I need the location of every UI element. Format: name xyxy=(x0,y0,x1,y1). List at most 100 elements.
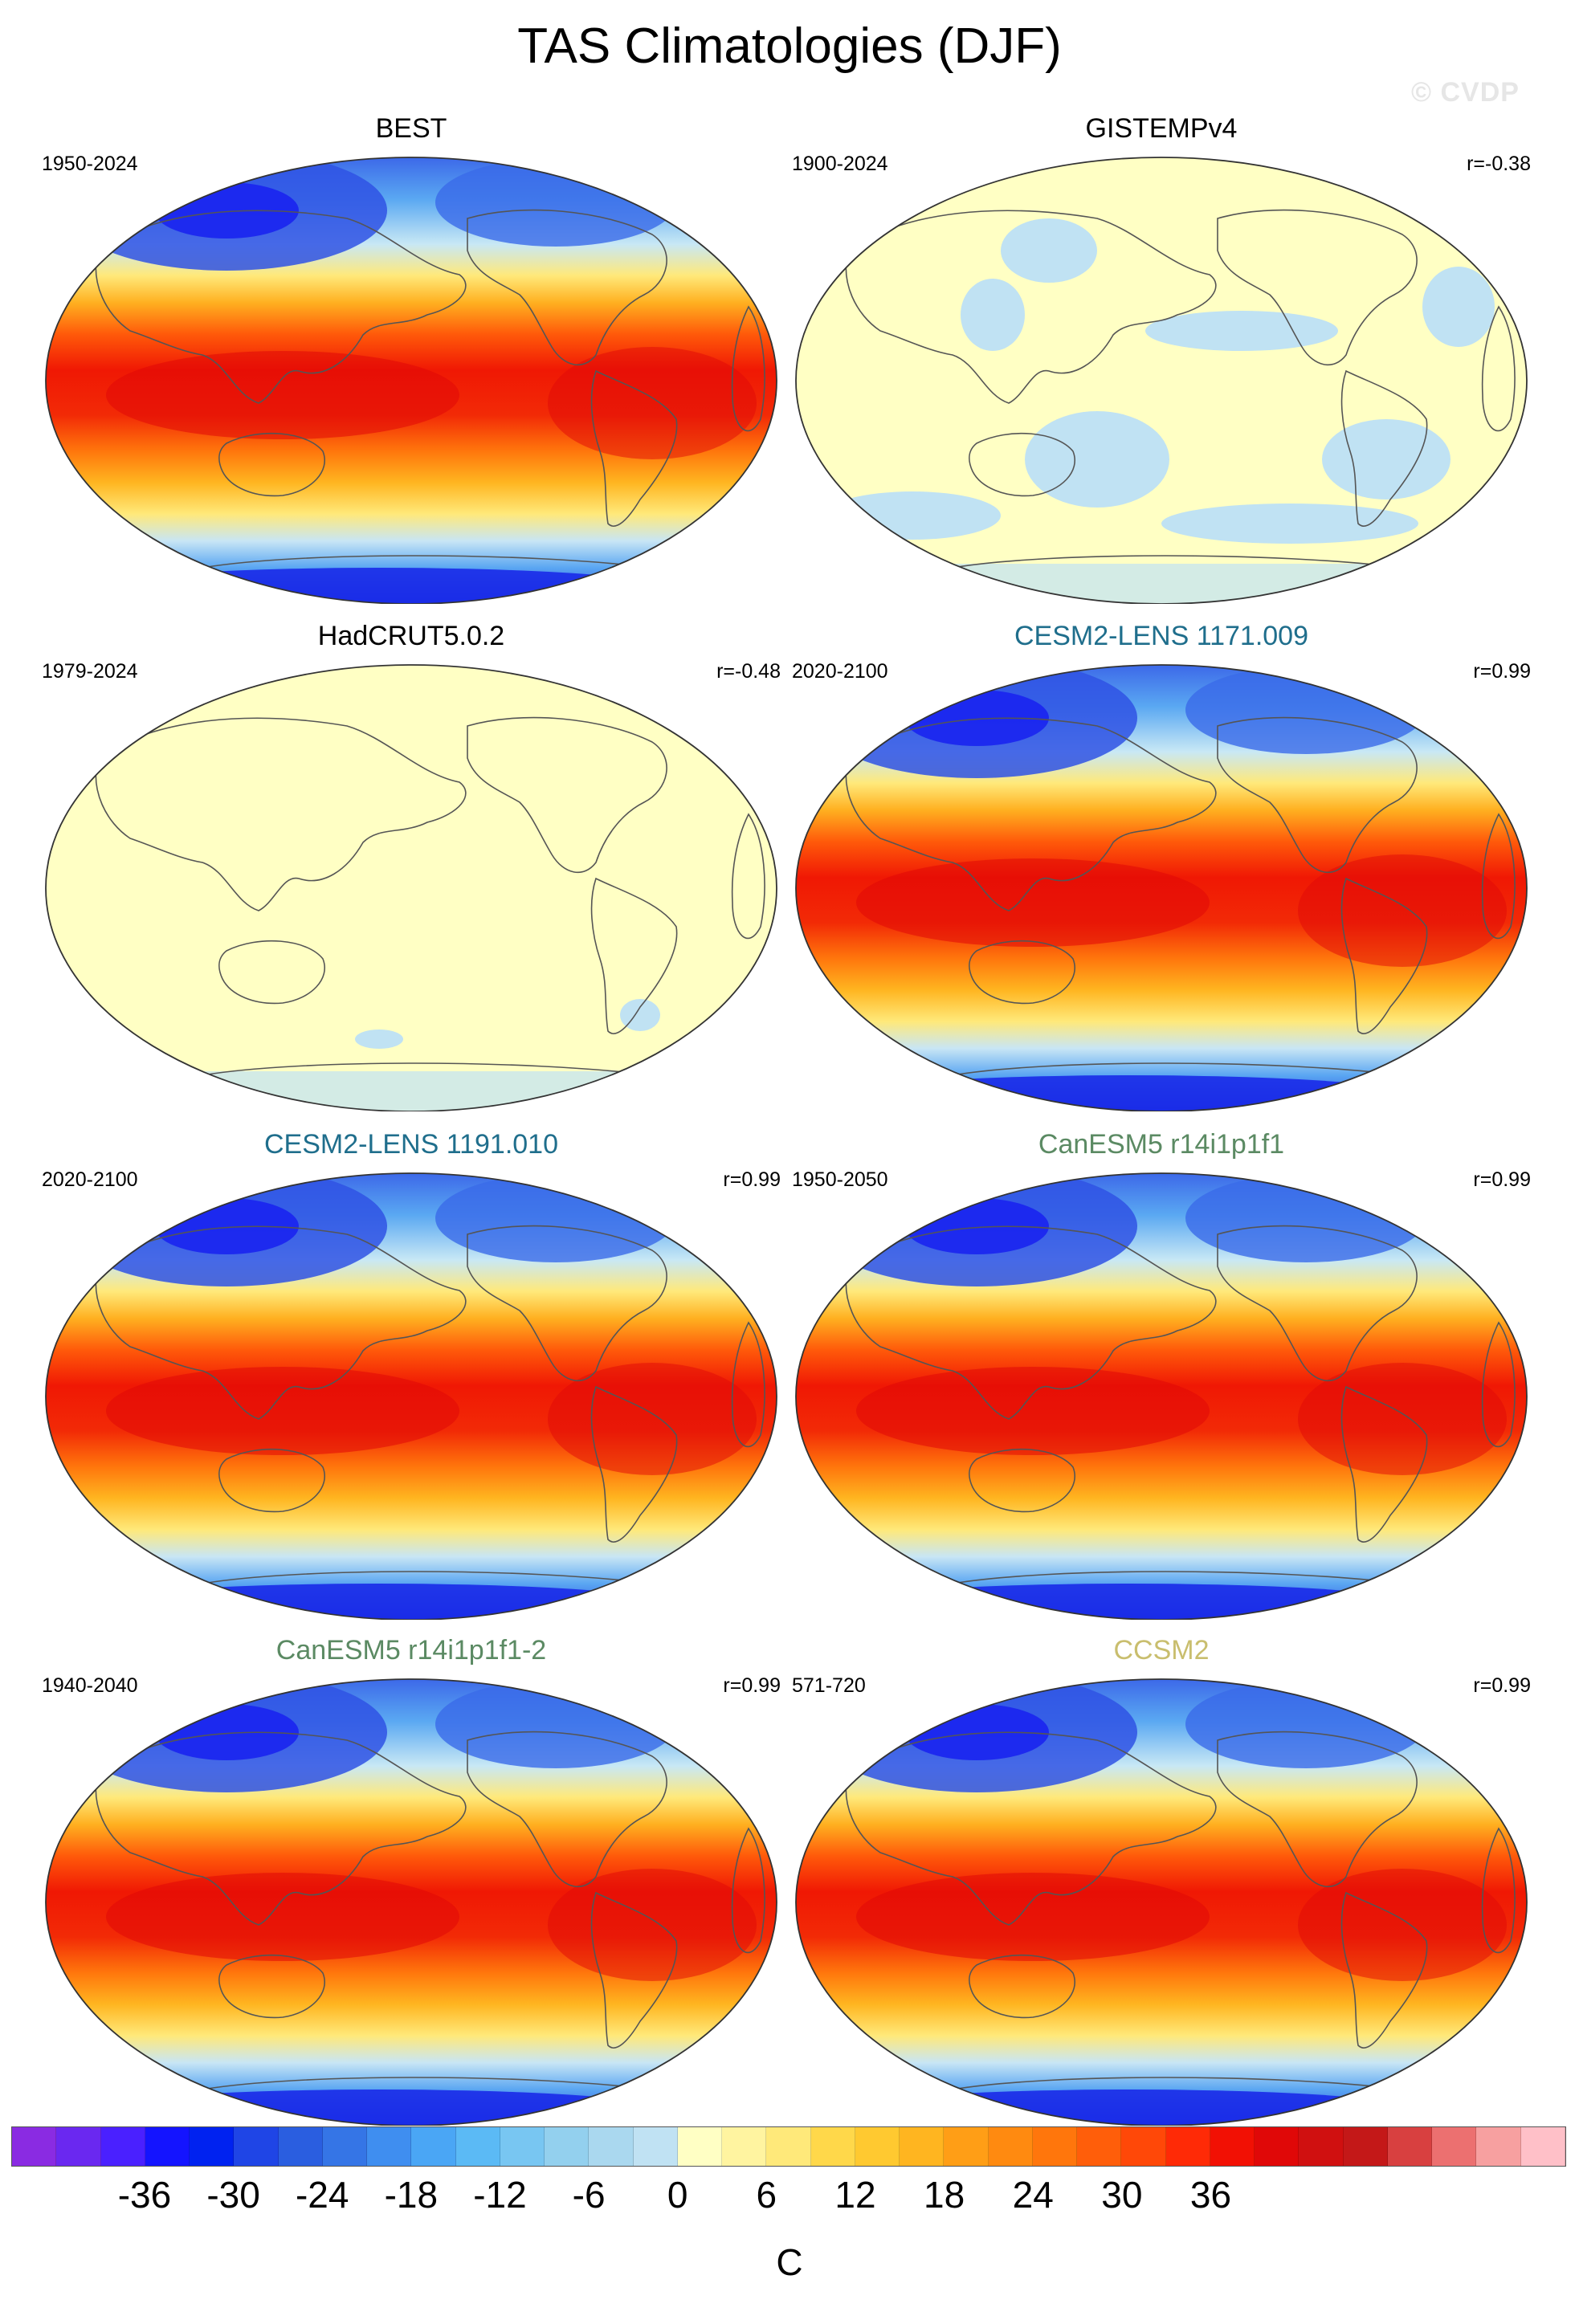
colorbar-tick-label: 12 xyxy=(834,2174,876,2216)
panel-correlation: r=0.99 xyxy=(723,1168,781,1191)
panel-correlation: r=-0.38 xyxy=(1467,153,1531,175)
colorbar-segment xyxy=(855,2127,900,2166)
colorbar-segment xyxy=(56,2127,101,2166)
colorbar-segment xyxy=(411,2127,456,2166)
panel-map xyxy=(42,1676,781,2126)
colorbar-segment xyxy=(1165,2127,1210,2166)
colorbar-tick-label: -12 xyxy=(473,2174,527,2216)
colorbar-segment xyxy=(766,2127,811,2166)
panel-map xyxy=(792,154,1531,605)
panel-period: 571-720 xyxy=(792,1674,866,1697)
map-ellipse-5 xyxy=(795,1172,1528,1621)
panel-period: 1900-2024 xyxy=(792,153,888,175)
panel-title: CCSM2 xyxy=(1113,1635,1210,1666)
colorbar-segment xyxy=(1210,2127,1255,2166)
panel-map xyxy=(792,662,1531,1112)
colorbar-segment xyxy=(190,2127,235,2166)
panel-title: CESM2-LENS 1171.009 xyxy=(1014,621,1308,651)
panel-correlation: r=0.99 xyxy=(1473,660,1531,683)
colorbar-segment xyxy=(1255,2127,1300,2166)
panel-correlation: r=0.99 xyxy=(723,1674,781,1697)
colorbar-segment xyxy=(1121,2127,1166,2166)
colorbar-segment xyxy=(367,2127,412,2166)
panel-map xyxy=(42,154,781,605)
map-panel: CanESM5 r14i1p1f1-2 1940-2040 r=0.99 xyxy=(42,1634,781,2126)
panel-correlation: r=0.99 xyxy=(1473,1674,1531,1697)
panel-period: 1979-2024 xyxy=(42,660,138,683)
colorbar-segment xyxy=(12,2127,57,2166)
map-ellipse-4 xyxy=(45,1172,777,1621)
colorbar-tick-label: 24 xyxy=(1012,2174,1054,2216)
panel-title: BEST xyxy=(375,113,447,144)
colorbar-segment xyxy=(1432,2127,1477,2166)
colorbar-segment xyxy=(1343,2127,1388,2166)
panel-period: 1950-2050 xyxy=(792,1168,888,1191)
panel-map xyxy=(42,1170,781,1621)
colorbar-segment xyxy=(145,2127,190,2166)
colorbar-segment xyxy=(1476,2127,1521,2166)
panel-period: 1950-2024 xyxy=(42,153,138,175)
map-ellipse-3 xyxy=(795,664,1528,1112)
colorbar-tick-label: -18 xyxy=(384,2174,439,2216)
map-ellipse-1 xyxy=(795,157,1528,605)
colorbar-segment xyxy=(1077,2127,1122,2166)
colorbar-tick-label: -30 xyxy=(206,2174,260,2216)
colorbar-tick-label: -36 xyxy=(117,2174,172,2216)
figure-title: TAS Climatologies (DJF) xyxy=(517,18,1062,74)
colorbar-segment xyxy=(322,2127,367,2166)
map-panel: CESM2-LENS 1171.009 2020-2100 r=0.99 xyxy=(792,620,1531,1112)
colorbar-segment xyxy=(810,2127,855,2166)
panel-title: CanESM5 r14i1p1f1 xyxy=(1038,1129,1285,1160)
panel-title: CESM2-LENS 1191.010 xyxy=(263,1129,558,1160)
colorbar-segment xyxy=(722,2127,767,2166)
panel-correlation: r=-0.48 xyxy=(716,660,781,683)
panel-map xyxy=(792,1676,1531,2126)
colorbar-segment xyxy=(500,2127,545,2166)
panel-title: HadCRUT5.0.2 xyxy=(317,621,505,651)
colorbar-units-label: C xyxy=(776,2241,803,2283)
map-panel: HadCRUT5.0.2 1979-2024 r=-0.48 xyxy=(42,620,781,1112)
colorbar-tick-label: 6 xyxy=(756,2174,777,2216)
colorbar-tick-label: -24 xyxy=(295,2174,349,2216)
colorbar-segment xyxy=(677,2127,722,2166)
panel-map xyxy=(42,662,781,1112)
colorbar-segment xyxy=(589,2127,634,2166)
colorbar-segment xyxy=(1387,2127,1432,2166)
colorbar-tick-label: 0 xyxy=(667,2174,688,2216)
map-ellipse-7 xyxy=(795,1678,1528,2126)
colorbar-tick-labels: -36 -30 -24 -18 -12 -6 0 6 12 18 24 30 36 xyxy=(0,2173,1579,2221)
map-ellipse-2 xyxy=(45,664,777,1112)
colorbar-segment xyxy=(234,2127,279,2166)
cvdp-watermark: © CVDP xyxy=(1411,77,1520,108)
colorbar-segment xyxy=(1520,2127,1565,2166)
colorbar-segment xyxy=(278,2127,323,2166)
colorbar-tick-label: 30 xyxy=(1101,2174,1143,2216)
panel-correlation: r=0.99 xyxy=(1473,1168,1531,1191)
panel-period: 2020-2100 xyxy=(42,1168,138,1191)
colorbar-segment xyxy=(1299,2127,1344,2166)
colorbar-segment xyxy=(455,2127,500,2166)
panel-title: CanESM5 r14i1p1f1-2 xyxy=(275,1635,547,1666)
colorbar-segment xyxy=(900,2127,945,2166)
map-panel: CCSM2 571-720 r=0.99 xyxy=(792,1634,1531,2126)
panel-title: GISTEMPv4 xyxy=(1085,113,1238,144)
colorbar xyxy=(11,2126,1566,2167)
colorbar-tick-label: 36 xyxy=(1189,2174,1232,2216)
colorbar-tick-label: 18 xyxy=(924,2174,965,2216)
panel-map xyxy=(792,1170,1531,1621)
map-panel: CESM2-LENS 1191.010 2020-2100 r=0.99 xyxy=(42,1128,781,1621)
map-ellipse-6 xyxy=(45,1678,777,2126)
colorbar-segment xyxy=(100,2127,145,2166)
colorbar-segment xyxy=(944,2127,989,2166)
colorbar-segment xyxy=(1032,2127,1077,2166)
colorbar-segment xyxy=(545,2127,590,2166)
map-panel: BEST 1950-2024 xyxy=(42,112,781,605)
map-panel: GISTEMPv4 1900-2024 r=-0.38 xyxy=(792,112,1531,605)
colorbar-segment xyxy=(633,2127,678,2166)
map-ellipse-0 xyxy=(45,157,777,605)
colorbar-tick-label: -6 xyxy=(572,2174,606,2216)
map-panel: CanESM5 r14i1p1f1 1950-2050 r=0.99 xyxy=(792,1128,1531,1621)
panel-period: 1940-2040 xyxy=(42,1674,138,1697)
colorbar-segment xyxy=(988,2127,1033,2166)
panel-period: 2020-2100 xyxy=(792,660,888,683)
